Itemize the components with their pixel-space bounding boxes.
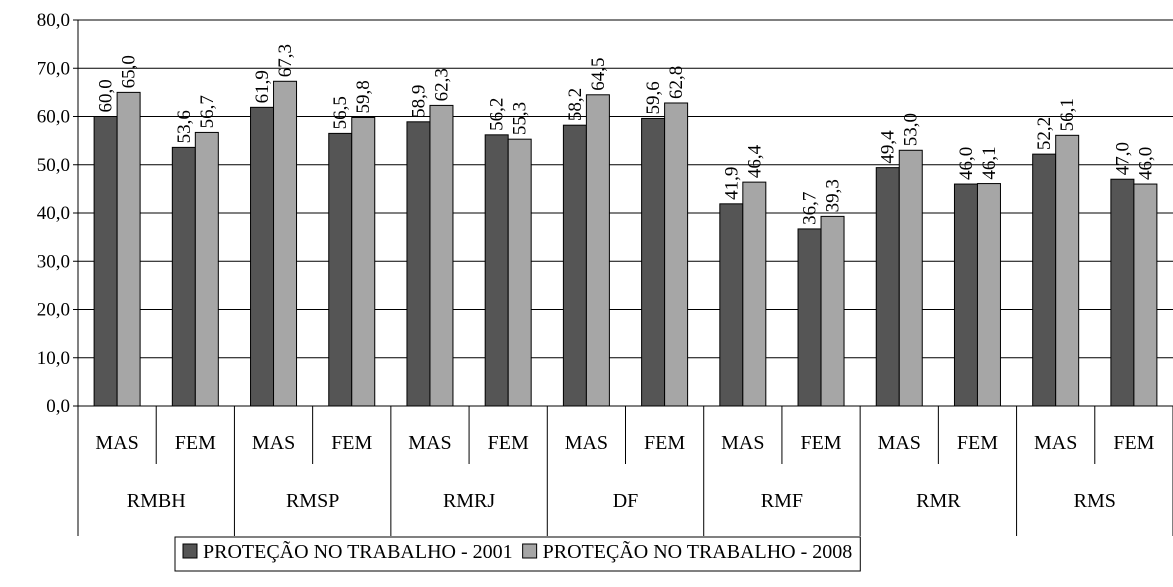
- bar-fem-series-1: [641, 117, 666, 407]
- bar-mas-series-1: [719, 203, 744, 407]
- legend-box: [174, 536, 861, 572]
- y-tick-label: 60,0: [37, 107, 70, 128]
- x-group-label: RMS: [1074, 490, 1116, 512]
- data-label: 49,4: [878, 130, 899, 164]
- x-category-label: MAS: [408, 432, 451, 454]
- bar-mas-series-1: [562, 124, 587, 407]
- y-tick-label: 80,0: [37, 10, 70, 31]
- bar-fem-series-1: [328, 132, 353, 407]
- y-tick-label: 70,0: [37, 58, 70, 79]
- y-tick-label: 50,0: [37, 155, 70, 176]
- x-category-label: FEM: [175, 432, 216, 454]
- data-label: 36,7: [800, 192, 821, 225]
- bar-fem-series-1: [953, 183, 978, 407]
- bar-mas-series-2: [1055, 134, 1080, 407]
- y-tick-label: 30,0: [37, 251, 70, 272]
- bar-mas-series-1: [250, 106, 275, 407]
- x-group-label: RMSP: [286, 490, 339, 512]
- y-tick-label: 10,0: [37, 348, 70, 369]
- bar-fem-series-1: [484, 134, 509, 407]
- bar-mas-series-2: [898, 149, 923, 407]
- x-group-label: RMR: [916, 490, 961, 512]
- data-label: 59,8: [353, 80, 374, 113]
- legend-swatch-1: [182, 543, 198, 559]
- y-tick-label: 0,0: [46, 396, 70, 417]
- bar-mas-series-2: [429, 104, 454, 407]
- x-category-label: FEM: [644, 432, 685, 454]
- data-label: 60,0: [96, 79, 117, 112]
- data-label: 56,2: [487, 98, 508, 131]
- x-category-label: MAS: [95, 432, 138, 454]
- data-label: 58,2: [565, 88, 586, 121]
- data-label: 58,9: [408, 85, 429, 118]
- legend-label-1: PROTEÇÃO NO TRABALHO - 2001: [203, 539, 513, 563]
- x-category-label: MAS: [252, 432, 295, 454]
- x-group-label: RMF: [761, 490, 803, 512]
- x-category-label: FEM: [331, 432, 372, 454]
- data-label: 56,5: [330, 96, 351, 129]
- data-label: 52,2: [1034, 117, 1055, 150]
- bar-fem-series-2: [664, 102, 689, 407]
- data-label: 55,3: [510, 102, 531, 135]
- data-label: 41,9: [721, 167, 742, 200]
- x-category-label: FEM: [957, 432, 998, 454]
- data-label: 53,6: [174, 110, 195, 143]
- data-label: 56,7: [197, 95, 218, 128]
- x-category-label: MAS: [565, 432, 608, 454]
- data-label: 56,1: [1057, 98, 1078, 131]
- data-label: 59,6: [643, 81, 664, 114]
- data-label: 39,3: [823, 179, 844, 212]
- legend-label-2: PROTEÇÃO NO TRABALHO - 2008: [543, 539, 853, 563]
- bar-fem-series-1: [1110, 178, 1135, 407]
- x-group-label: DF: [613, 490, 639, 512]
- bar-mas-series-2: [273, 80, 298, 407]
- x-category-label: MAS: [721, 432, 764, 454]
- x-category-label: FEM: [1113, 432, 1154, 454]
- y-tick-label: 40,0: [37, 203, 70, 224]
- data-label: 62,8: [666, 66, 687, 99]
- bar-fem-series-1: [797, 228, 822, 407]
- data-label: 47,0: [1112, 142, 1133, 175]
- data-label: 67,3: [275, 44, 296, 77]
- bar-mas-series-1: [93, 116, 118, 407]
- legend-swatch-2: [522, 543, 538, 559]
- bar-mas-series-2: [585, 94, 610, 407]
- data-label: 53,0: [901, 113, 922, 146]
- x-group-label: RMBH: [127, 490, 186, 512]
- bar-fem-series-2: [351, 116, 376, 407]
- bar-fem-series-2: [976, 183, 1001, 407]
- data-label: 61,9: [252, 70, 273, 103]
- data-label: 46,4: [744, 144, 765, 178]
- y-tick-label: 20,0: [37, 300, 70, 321]
- bar-fem-series-2: [1133, 183, 1158, 407]
- bar-fem-series-2: [820, 215, 845, 407]
- data-label: 65,0: [119, 55, 140, 88]
- data-label: 46,1: [979, 146, 1000, 179]
- x-group-label: RMRJ: [443, 490, 495, 512]
- data-label: 46,0: [1135, 147, 1156, 180]
- bar-mas-series-1: [875, 167, 900, 407]
- data-label: 64,5: [588, 58, 609, 91]
- bar-fem-series-2: [194, 131, 219, 407]
- x-category-label: FEM: [488, 432, 529, 454]
- bar-fem-series-1: [171, 146, 196, 407]
- x-category-label: MAS: [1034, 432, 1077, 454]
- bar-mas-series-2: [742, 181, 767, 407]
- bar-mas-series-2: [116, 91, 141, 407]
- bar-mas-series-1: [406, 121, 431, 407]
- x-category-label: FEM: [800, 432, 841, 454]
- data-label: 46,0: [956, 147, 977, 180]
- x-category-label: MAS: [878, 432, 921, 454]
- bar-mas-series-1: [1032, 153, 1057, 407]
- bar-fem-series-2: [507, 138, 532, 407]
- data-label: 62,3: [431, 68, 452, 101]
